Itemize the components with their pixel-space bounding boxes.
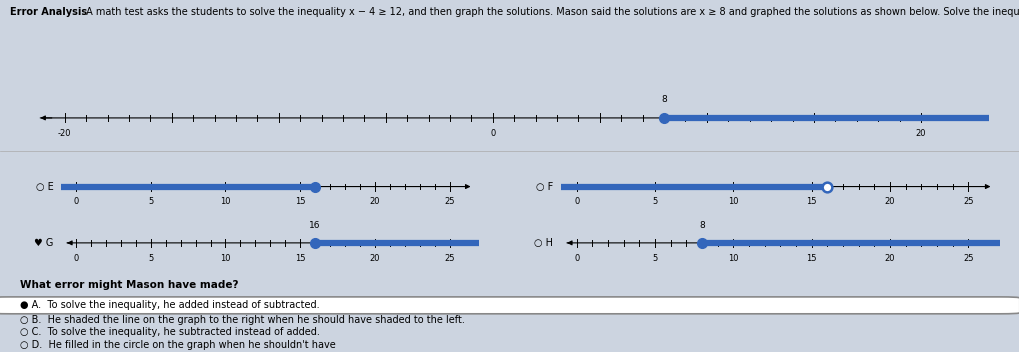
Text: 0: 0: [574, 197, 579, 206]
Text: What error might Mason have made?: What error might Mason have made?: [20, 280, 238, 290]
Text: A math test asks the students to solve the inequality x − 4 ≥ 12, and then graph: A math test asks the students to solve t…: [84, 7, 1019, 17]
Text: 16: 16: [309, 221, 321, 230]
Text: 8: 8: [698, 221, 704, 230]
Text: 15: 15: [294, 253, 305, 263]
Text: 15: 15: [806, 253, 816, 263]
Text: 5: 5: [652, 197, 657, 206]
Text: 15: 15: [294, 197, 305, 206]
Text: 20: 20: [883, 253, 895, 263]
Text: -20: -20: [58, 129, 71, 138]
Text: 0: 0: [73, 197, 78, 206]
Text: 25: 25: [962, 253, 972, 263]
Text: 5: 5: [148, 197, 153, 206]
Text: 0: 0: [490, 129, 495, 138]
Text: 20: 20: [915, 129, 925, 138]
Text: ♥ G: ♥ G: [35, 238, 54, 248]
Text: 25: 25: [962, 197, 972, 206]
Text: ○ H: ○ H: [534, 238, 552, 248]
Text: ○ C.  To solve the inequality, he subtracted instead of added.: ○ C. To solve the inequality, he subtrac…: [20, 327, 320, 337]
FancyBboxPatch shape: [0, 297, 1019, 314]
Text: 10: 10: [220, 197, 230, 206]
Text: 10: 10: [220, 253, 230, 263]
Text: 8: 8: [660, 95, 666, 105]
Text: 10: 10: [728, 253, 738, 263]
Text: 25: 25: [444, 197, 454, 206]
Text: 0: 0: [574, 253, 579, 263]
Text: 15: 15: [806, 197, 816, 206]
Text: ○ B.  He shaded the line on the graph to the right when he should have shaded to: ○ B. He shaded the line on the graph to …: [20, 315, 465, 325]
Text: 20: 20: [369, 253, 380, 263]
Text: 5: 5: [148, 253, 153, 263]
Text: 25: 25: [444, 253, 454, 263]
Text: 10: 10: [728, 197, 738, 206]
Text: ○ D.  He filled in the circle on the graph when he shouldn't have: ○ D. He filled in the circle on the grap…: [20, 340, 335, 350]
Text: ○ E: ○ E: [36, 182, 54, 191]
Text: 0: 0: [73, 253, 78, 263]
Text: ● A.  To solve the inequality, he added instead of subtracted.: ● A. To solve the inequality, he added i…: [20, 300, 320, 310]
Text: 5: 5: [652, 253, 657, 263]
Text: 20: 20: [883, 197, 895, 206]
Text: ○ F: ○ F: [535, 182, 552, 191]
Text: Error Analysis: Error Analysis: [10, 7, 88, 17]
Text: 20: 20: [369, 197, 380, 206]
